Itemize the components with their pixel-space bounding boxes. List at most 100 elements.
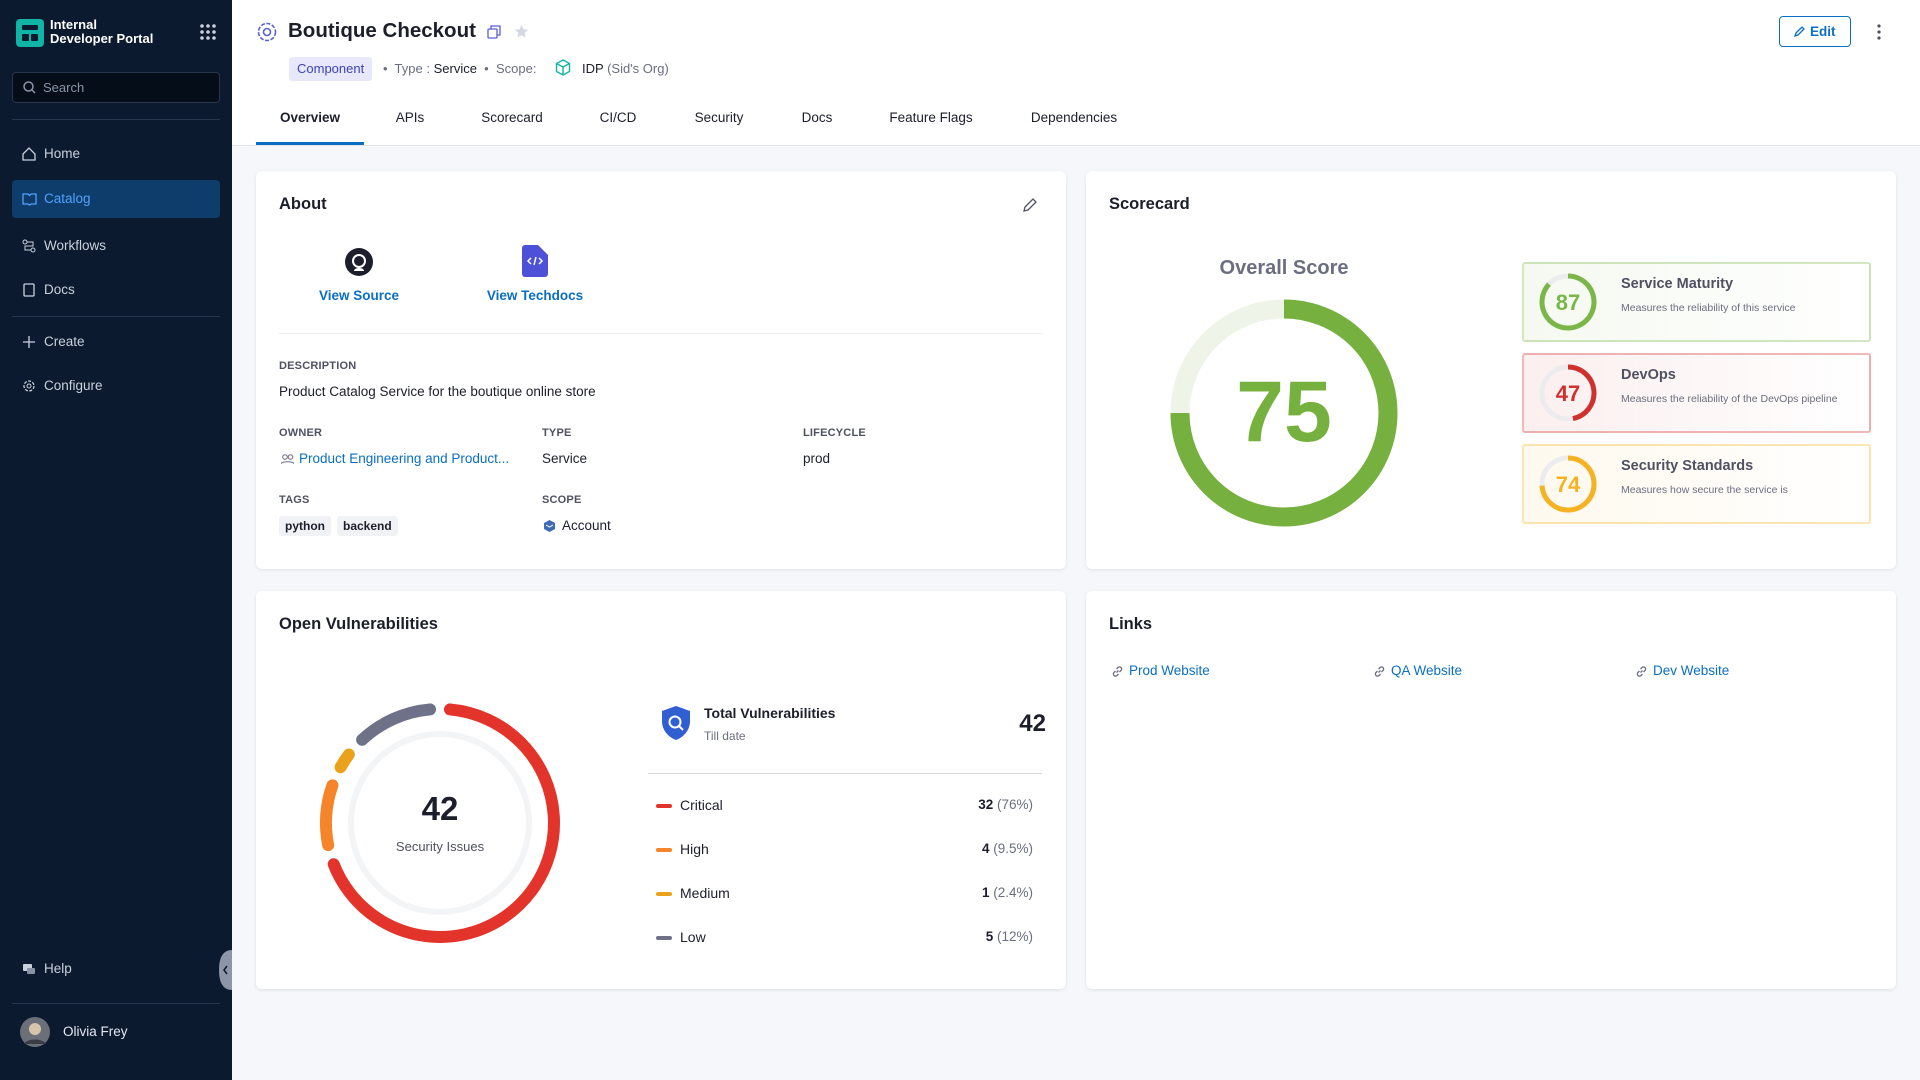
- more-menu[interactable]: [1876, 23, 1882, 41]
- check-card[interactable]: 74Security StandardsMeasures how secure …: [1522, 444, 1871, 524]
- edit-label: Edit: [1810, 24, 1836, 39]
- techdocs-icon[interactable]: [522, 245, 548, 277]
- view-techdocs-link[interactable]: View Techdocs: [445, 288, 625, 303]
- overall-label: Overall Score: [1134, 257, 1434, 280]
- edit-about[interactable]: [1022, 197, 1038, 213]
- divider: [279, 333, 1043, 334]
- owner-link[interactable]: Product Engineering and Product...: [299, 451, 509, 466]
- link-label: Dev Website: [1653, 663, 1729, 678]
- scope-icon: [555, 59, 571, 76]
- shield-icon: [660, 705, 692, 741]
- scope-row: IDP (Sid's Org): [582, 61, 669, 76]
- severity-share: (9.5%): [993, 841, 1033, 856]
- severity-share: (12%): [997, 929, 1033, 944]
- donut-segment: [326, 785, 332, 845]
- overall-score: 75: [1236, 364, 1332, 460]
- tab[interactable]: Dependencies: [1009, 110, 1139, 125]
- severity-count: 5: [986, 929, 994, 944]
- search-box[interactable]: Search: [12, 72, 220, 103]
- check-gauge: 47: [1536, 361, 1600, 425]
- link-item[interactable]: Prod Website: [1111, 663, 1210, 678]
- about-card: About View Source View Techdocs DESCRIPT…: [256, 171, 1066, 569]
- brand-line: Internal: [50, 18, 153, 32]
- card-title: Links: [1109, 615, 1152, 634]
- field-label: TYPE: [542, 427, 572, 439]
- tab[interactable]: Docs: [752, 110, 882, 125]
- copy-icon[interactable]: [487, 25, 501, 39]
- check-gauge: 87: [1536, 270, 1600, 334]
- severity-swatch: [656, 936, 672, 940]
- card-title: Open Vulnerabilities: [279, 615, 438, 634]
- card-title: About: [279, 195, 327, 214]
- view-source-link[interactable]: View Source: [269, 288, 449, 303]
- nav-item[interactable]: Catalog: [12, 180, 220, 218]
- sidebar: InternalDeveloper Portal Search Home Cat…: [0, 0, 232, 1080]
- severity-count: 1: [982, 885, 990, 900]
- severity-swatch: [656, 804, 672, 808]
- divider: [12, 1003, 220, 1004]
- severity-count-row: 1 (2.4%): [896, 885, 1033, 900]
- summary-subtitle: Till date: [704, 729, 746, 743]
- meta-label: Type :: [395, 61, 430, 76]
- nav-item[interactable]: Configure: [12, 367, 220, 405]
- link-item[interactable]: QA Website: [1373, 663, 1462, 678]
- severity-count: 4: [982, 841, 990, 856]
- tab[interactable]: Feature Flags: [866, 110, 996, 125]
- meta-label: Scope:: [496, 61, 536, 76]
- user-name: Olivia Frey: [63, 1024, 128, 1039]
- apps-icon[interactable]: [199, 23, 217, 41]
- link-label: Prod Website: [1129, 663, 1210, 678]
- severity-name: Critical: [680, 797, 723, 813]
- avatar[interactable]: [20, 1017, 50, 1047]
- field-label: SCOPE: [542, 494, 582, 506]
- meta-row: • Type : Service • Scope:: [383, 61, 536, 76]
- link-item[interactable]: Dev Website: [1635, 663, 1729, 678]
- severity-count-row: 4 (9.5%): [896, 841, 1033, 856]
- nav-item[interactable]: Workflows: [12, 227, 220, 265]
- entity-icon: [256, 21, 278, 43]
- collapse-handle[interactable]: [219, 950, 232, 990]
- check-description: Measures the reliability of this service: [1621, 302, 1796, 314]
- field-label: LIFECYCLE: [803, 427, 866, 439]
- nav-item[interactable]: Create: [12, 323, 220, 361]
- description: Product Catalog Service for the boutique…: [279, 384, 596, 399]
- logo: [16, 19, 44, 47]
- severity-name: Medium: [680, 885, 730, 901]
- check-card[interactable]: 87 Service Maturity Measures the reliabili…: [1522, 262, 1871, 342]
- check-score: 87: [1556, 290, 1580, 315]
- severity-share: (76%): [997, 797, 1033, 812]
- divider: [12, 119, 220, 120]
- star-icon[interactable]: [514, 24, 529, 39]
- brand-line: Developer Portal: [50, 32, 153, 46]
- meta-value: Service: [434, 61, 477, 76]
- search-placeholder: Search: [43, 80, 84, 95]
- scope-value: IDP: [582, 61, 603, 76]
- edit-button[interactable]: Edit: [1779, 16, 1851, 47]
- help[interactable]: Help: [12, 950, 220, 988]
- severity-count-row: 32 (76%): [896, 797, 1033, 812]
- donut-segment: [341, 755, 349, 768]
- help-label: Help: [44, 961, 72, 976]
- check-description: Measures how secure the service is: [1621, 484, 1788, 496]
- severity-name: Low: [680, 929, 706, 945]
- check-card[interactable]: 47DevOpsMeasures the reliability of the …: [1522, 353, 1871, 433]
- nav-label: Docs: [44, 282, 75, 297]
- nav-label: Create: [44, 334, 85, 349]
- summary-title: Total Vulnerabilities: [704, 705, 835, 721]
- kind-badge: Component: [289, 57, 372, 81]
- github-icon[interactable]: [344, 247, 374, 277]
- nav-label: Configure: [44, 378, 103, 393]
- vulnerabilities-card: Open Vulnerabilities 42 Security Issues …: [256, 591, 1066, 989]
- nav-item[interactable]: Home: [12, 135, 220, 173]
- divider: [648, 773, 1042, 774]
- link-label: QA Website: [1391, 663, 1462, 678]
- nav-item[interactable]: Docs: [12, 271, 220, 309]
- tags: pythonbackend: [279, 516, 404, 536]
- scope-value: Account: [562, 518, 611, 533]
- severity-name: High: [680, 841, 709, 857]
- check-name: Service Maturity: [1621, 276, 1733, 292]
- account-icon: [543, 519, 556, 533]
- links-card: Links Prod Website QA Website Dev Website: [1086, 591, 1896, 989]
